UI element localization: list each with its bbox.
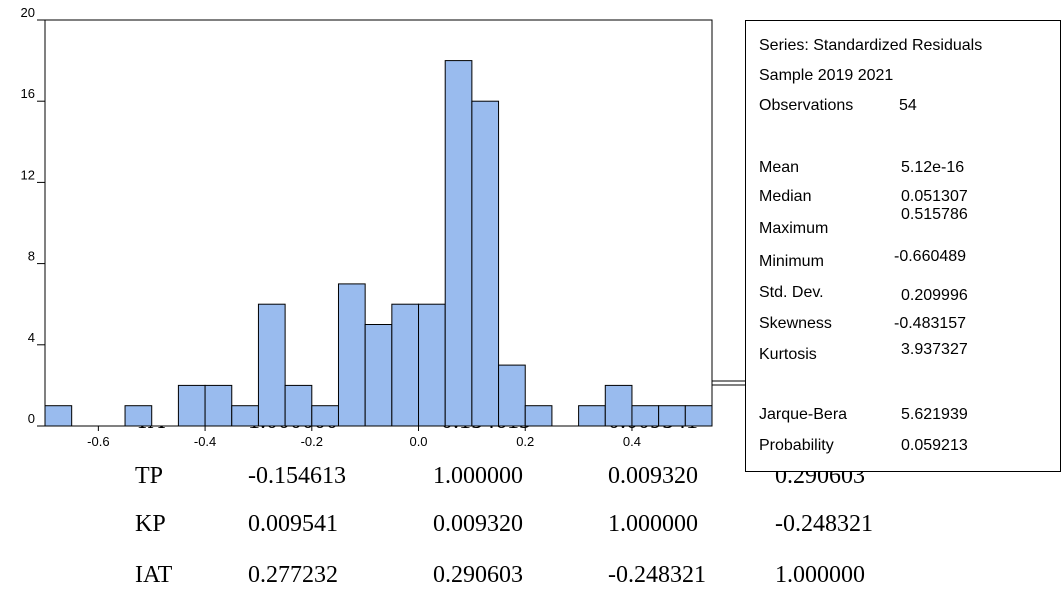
histogram-bar <box>578 405 606 427</box>
y-tick-label: 16 <box>21 86 35 101</box>
x-tick-label: 0.4 <box>623 434 641 449</box>
histogram-bar <box>284 384 313 427</box>
x-tick-label: -0.4 <box>194 434 216 449</box>
stat-value-jarque-bera: 5.621939 <box>901 406 968 423</box>
stat-label-maximum: Maximum <box>759 220 829 237</box>
histogram-bar <box>471 100 500 427</box>
stat-label-kurtosis: Kurtosis <box>759 346 817 363</box>
stat-label-median: Median <box>759 188 812 205</box>
bg-table-cell: 0.290603 <box>433 562 523 588</box>
histogram-bar <box>204 384 233 427</box>
histogram-bar <box>257 303 286 427</box>
y-tick-label: 12 <box>21 167 35 182</box>
stat-value-maximum: 0.515786 <box>901 206 968 223</box>
stat-label-minimum: Minimum <box>759 253 824 270</box>
stat-label-std-dev: Std. Dev. <box>759 284 824 301</box>
bg-table-cell: 1.000000 <box>775 562 865 588</box>
plot-frame <box>44 19 713 427</box>
y-tick-label: 8 <box>28 249 35 264</box>
histogram-bar <box>124 405 153 427</box>
bg-table-cell: 0.277232 <box>248 562 338 588</box>
stat-value-mean: 5.12e-16 <box>901 159 965 176</box>
stat-value-kurtosis: 3.937327 <box>901 341 968 358</box>
stat-label-jarque-bera: Jarque-Bera <box>759 406 848 423</box>
bg-table-cell: 1.000000 <box>433 463 523 489</box>
histogram-bar <box>364 324 393 427</box>
histogram-plot: 0 4 8 12 16 20 -0.6 -0.4 -0.2 0.0 0.2 0.4 <box>21 5 713 449</box>
histogram-bar <box>418 303 446 427</box>
histogram-bar <box>177 384 206 427</box>
bg-table-row-label: KP <box>135 511 166 537</box>
y-tick-label: 0 <box>28 411 35 426</box>
histogram-bar <box>444 60 473 427</box>
bg-table-cell: 0.009541 <box>248 511 338 537</box>
stat-value-std-dev: 0.209996 <box>901 287 968 304</box>
bg-table-cell: -0.248321 <box>775 511 873 537</box>
stat-value-probability: 0.059213 <box>901 437 968 454</box>
bg-table-row-label: TP <box>135 463 163 489</box>
y-tick-label: 4 <box>28 330 35 345</box>
bg-table-cell: 1.000000 <box>608 511 698 537</box>
stats-observations-label: Observations <box>759 97 854 114</box>
histogram-bar <box>604 384 633 427</box>
stat-value-skewness: -0.483157 <box>894 315 967 332</box>
histogram-bar <box>524 405 553 427</box>
bg-table-cell: 0.009320 <box>608 463 698 489</box>
y-tick-label: 20 <box>21 5 35 20</box>
stat-label-probability: Probability <box>759 437 834 454</box>
histogram-bar <box>391 303 420 427</box>
histogram-bar <box>231 405 259 427</box>
bg-table-cell: -0.248321 <box>608 562 706 588</box>
stat-value-minimum: -0.660489 <box>894 248 967 265</box>
stats-series-name: Series: Standardized Residuals <box>759 37 983 54</box>
histogram-bar <box>498 364 526 427</box>
x-tick-label: 0.0 <box>409 434 427 449</box>
bg-table-row-label: IAT <box>135 562 173 588</box>
histogram-bar <box>684 405 713 427</box>
histogram-bar <box>311 405 339 427</box>
descriptive-stats-box: Series: Standardized Residuals Sample 20… <box>745 20 1061 472</box>
histogram-bar <box>658 405 686 427</box>
x-tick-label: -0.2 <box>301 434 323 449</box>
stat-label-mean: Mean <box>759 159 800 176</box>
histogram-bar <box>44 405 73 427</box>
histogram-bar <box>631 405 660 427</box>
x-tick-label: 0.2 <box>516 434 534 449</box>
bg-table-cell: 0.009320 <box>433 511 523 537</box>
stat-value-median: 0.051307 <box>901 188 968 205</box>
x-tick-label: -0.6 <box>87 434 109 449</box>
stats-observations-value: 54 <box>899 97 917 114</box>
bg-table-cell: -0.154613 <box>248 463 346 489</box>
stat-label-skewness: Skewness <box>759 315 832 332</box>
histogram-bar <box>337 283 366 427</box>
stats-sample: Sample 2019 2021 <box>759 67 894 84</box>
